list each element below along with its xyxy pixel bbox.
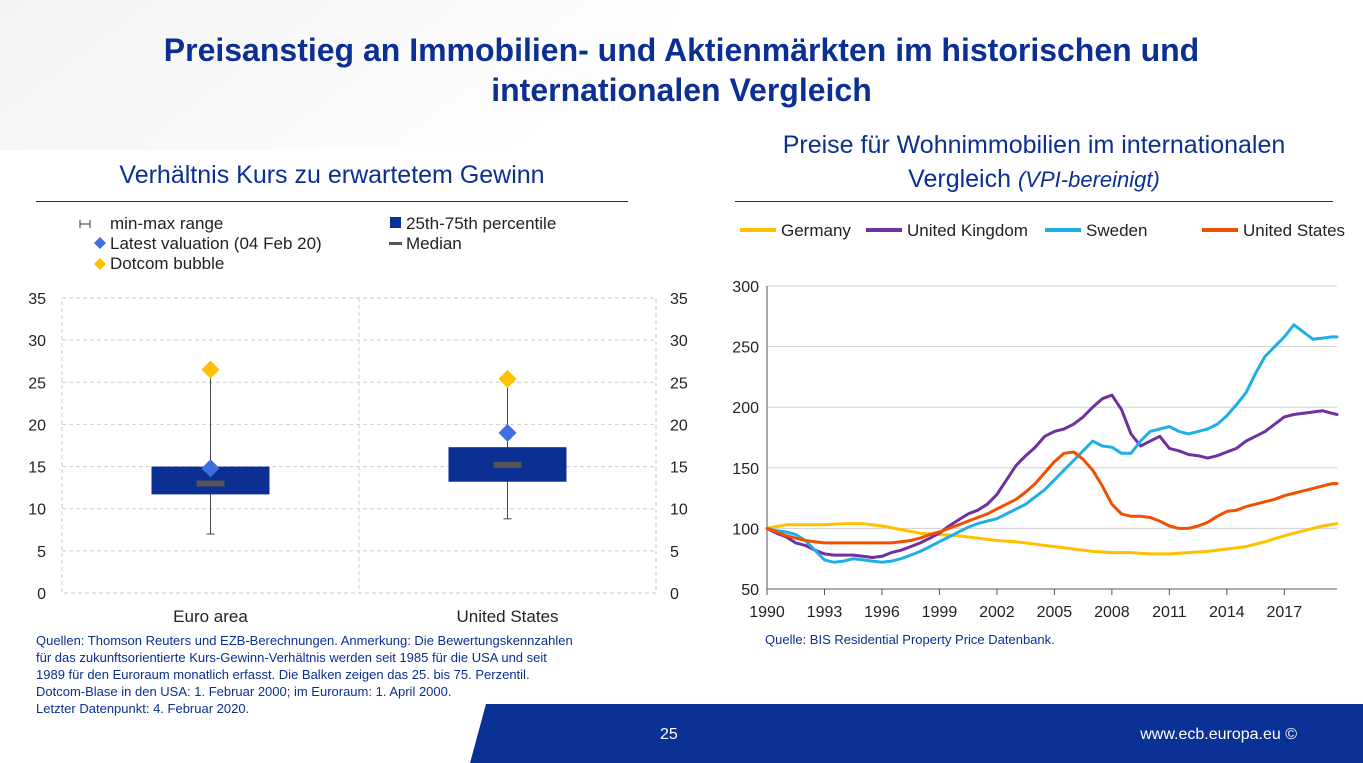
house-price-line-chart: Germany United Kingdom Sweden United States… [732,221,1345,621]
x-category-label: United States [456,607,558,626]
y-tick-label-left: 10 [28,502,46,519]
legend-latest-label: Latest valuation (04 Feb 20) [110,234,322,253]
right-chart-subtitle: Preise für Wohnimmobilien im internation… [735,128,1333,197]
y-tick-label-right: 30 [670,333,688,350]
y-tick-label-right: 20 [670,417,688,434]
dotcom-legend-icon [94,258,106,270]
y-tick-label-left: 20 [28,417,46,434]
left-chart-subtitle: Verhältnis Kurs zu erwartetem Gewinn [119,161,545,189]
dotcom-bubble-marker [498,369,517,388]
series-line [765,522,1339,556]
slide-title-line1: Preisanstieg an Immobilien- und Aktienmä… [163,32,1200,68]
range-legend-icon [79,220,91,228]
note-line: Dotcom-Blase in den USA: 1. Februar 2000… [36,684,452,699]
x-tick-label: 2005 [1037,604,1073,621]
y-tick-label: 150 [732,461,759,478]
x-tick-label: 2002 [979,604,1015,621]
legend-dotcom-label: Dotcom bubble [110,254,225,273]
y-tick-label-left: 5 [37,544,46,561]
median-marker [493,461,522,468]
y-tick-label: 100 [732,521,759,538]
latest-legend-icon [94,237,106,249]
right-subtitle-italic: (VPI-bereinigt) [1017,167,1160,192]
left-legend-icons [79,217,402,270]
x-tick-label: 1993 [807,604,843,621]
legend-label: Germany [781,221,851,240]
y-tick-label-right: 15 [670,460,688,477]
x-category-label: Euro area [173,607,248,626]
legend-label: United States [1243,221,1345,240]
x-tick-label: 2008 [1094,604,1130,621]
x-tick-label: 1999 [922,604,958,621]
y-tick-label-left: 15 [28,460,46,477]
y-tick-label-right: 25 [670,375,688,392]
pe-ratio-box-chart: 0 0 5 5 10 10 15 15 20 20 25 25 30 30 35 35 Euro area Uni… [28,291,688,626]
page-number: 25 [660,726,678,743]
right-subtitle-word: Vergleich [908,165,1012,193]
left-notes: Quellen: Thomson Reuters und EZB-Berechn… [36,632,696,717]
x-tick-label: 2011 [1152,604,1187,621]
y-tick-label-left: 25 [28,375,46,392]
note-line: Quellen: Thomson Reuters und EZB-Berechn… [36,633,573,648]
series-line [765,393,1339,559]
y-tick-label: 250 [732,340,759,357]
legend-median-label: Median [406,234,462,253]
legend-label: United Kingdom [907,221,1028,240]
legend-label: Sweden [1086,221,1147,240]
x-tick-label: 1996 [864,604,900,621]
x-tick-label: 2014 [1209,604,1245,621]
median-marker [196,480,225,487]
y-tick-label: 200 [732,400,759,417]
slide-title-line2: internationalen Vergleich [491,72,872,108]
y-tick-label: 50 [741,582,759,599]
percentile-legend-icon [390,217,401,228]
right-subtitle-line1: Preise für Wohnimmobilien im internation… [782,131,1286,159]
right-subtitle-line2: Vergleich (VPI-bereinigt) [735,162,1333,197]
latest-valuation-marker [498,423,517,442]
y-tick-label-right: 5 [670,544,679,561]
note-line: für das zukunftsorientierte Kurs-Gewinn-… [36,650,547,665]
legend-range-label: min-max range [110,214,224,233]
y-tick-label-right: 10 [670,502,688,519]
footer-url: www.ecb.europa.eu © [1140,726,1297,743]
series-line [765,323,1339,564]
y-tick-label-left: 35 [28,291,46,308]
legend-percentile-label: 25th-75th percentile [406,214,557,233]
note-line: Letzter Datenpunkt: 4. Februar 2020. [36,701,250,716]
y-tick-label-left: 30 [28,333,46,350]
x-tick-label: 1990 [749,604,785,621]
note-line: 1989 für den Euroraum monatlich erfasst.… [36,667,530,682]
dotcom-bubble-marker [201,360,220,379]
left-subtitle-rule [36,201,628,202]
slide-title: Preisanstieg an Immobilien- und Aktienmä… [0,30,1363,110]
latest-valuation-marker [201,459,220,478]
right-subtitle-rule [735,201,1333,202]
y-tick-label-right: 35 [670,291,688,308]
x-tick-label: 2017 [1267,604,1303,621]
right-source: Quelle: BIS Residential Property Price D… [765,632,1055,647]
y-tick-label-right: 0 [670,586,679,603]
series-line [765,450,1339,545]
median-legend-icon [389,242,402,245]
y-tick-label-left: 0 [37,586,46,603]
y-tick-label: 300 [732,279,759,296]
